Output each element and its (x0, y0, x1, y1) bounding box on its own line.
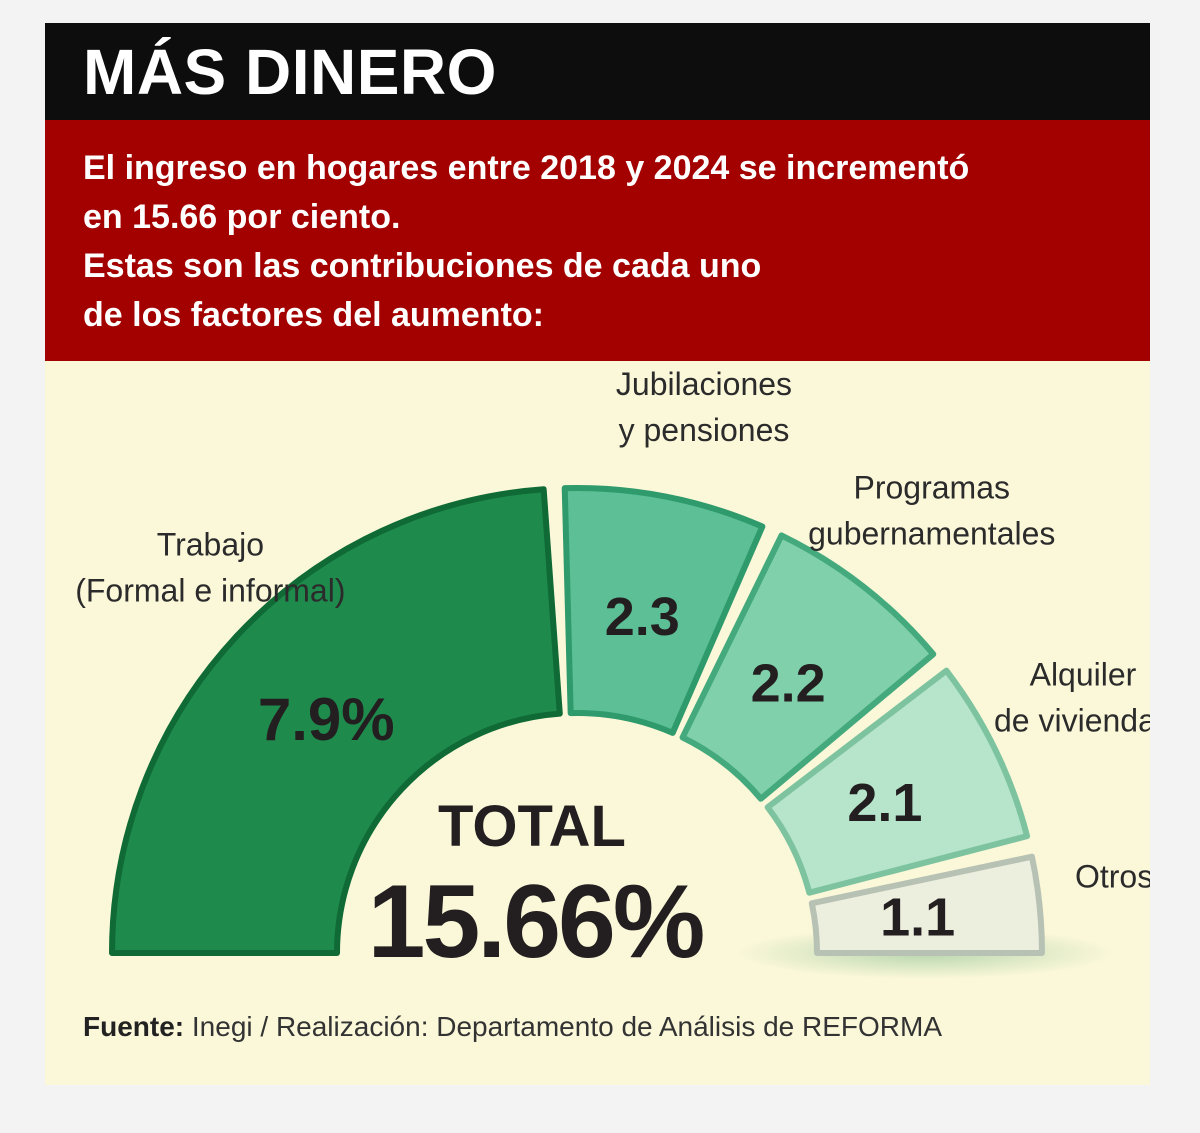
page-title: MÁS DINERO (83, 36, 497, 108)
labels: 7.9% Trabajo (Formal e informal) 2.3 Jubilac… (75, 366, 1150, 948)
slices (109, 485, 1045, 956)
source-note: Fuente: Inegi / Realización: Departament… (83, 1011, 942, 1043)
value-label-trabajo: 7.9% (258, 686, 395, 753)
source-label: Fuente: (83, 1011, 185, 1042)
slice-programas (679, 532, 937, 802)
subtitle-line: El ingreso en hogares entre 2018 y 2024 … (83, 149, 970, 187)
subtitle-bar: El ingreso en hogares entre 2018 y 2024 … (45, 120, 1150, 361)
category-label-jubilaciones: Jubilaciones y pensiones (616, 366, 792, 448)
slice-jubilaciones (561, 485, 766, 736)
slice-alquiler (764, 667, 1031, 896)
total-value: 15.66% (367, 864, 706, 980)
category-label-otros: Otros (1075, 858, 1150, 894)
slice-trabajo (109, 486, 563, 956)
infographic-card: MÁS DINERO El ingreso en hogares entre 2… (45, 23, 1150, 1085)
total-label: TOTAL (438, 794, 626, 859)
subtitle-line: Estas son las contribuciones de cada uno (83, 247, 762, 285)
value-label-otros: 1.1 (880, 887, 955, 947)
subtitle: El ingreso en hogares entre 2018 y 2024 … (83, 144, 1123, 340)
category-label-trabajo: Trabajo (Formal e informal) (75, 527, 345, 609)
value-label-programas: 2.2 (751, 653, 826, 713)
slice-otros (808, 853, 1045, 956)
value-label-jubilaciones: 2.3 (605, 587, 680, 647)
subtitle-line: de los factores del aumento: (83, 296, 544, 334)
category-label-programas: Programas gubernamentales (808, 470, 1055, 552)
title-bar: MÁS DINERO (45, 23, 1150, 120)
value-label-alquiler: 2.1 (847, 773, 922, 833)
subtitle-line: en 15.66 por ciento. (83, 198, 401, 236)
source-text: Inegi / Realización: Departamento de Aná… (191, 1011, 943, 1042)
donut-chart: 7.9% Trabajo (Formal e informal) 2.3 Jubilac… (75, 366, 1150, 979)
